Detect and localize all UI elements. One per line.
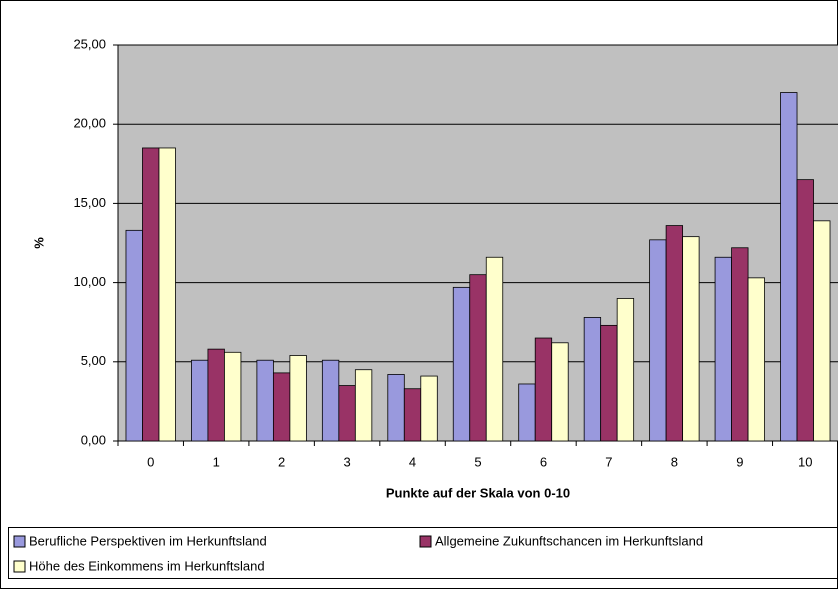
x-tick-label: 0 <box>147 454 154 469</box>
y-axis-title: % <box>31 237 46 249</box>
bar <box>403 388 422 442</box>
bar <box>420 375 438 442</box>
y-tick-label: 5,00 <box>81 353 106 368</box>
y-tick-label: 10,00 <box>73 274 106 289</box>
bar <box>207 348 225 442</box>
bar <box>665 225 684 442</box>
bar <box>600 324 618 442</box>
bar <box>649 239 667 442</box>
bar <box>616 298 635 442</box>
bar <box>321 359 340 442</box>
legend-swatch <box>419 535 432 548</box>
bar <box>747 277 765 442</box>
bar <box>780 92 798 442</box>
legend-label: Allgemeine Zukunftschancen im Herkunftsl… <box>435 533 703 548</box>
bar <box>338 385 356 442</box>
bar <box>796 179 814 442</box>
legend-label: Berufliche Perspektiven im Herkunftsland <box>29 533 267 548</box>
bar <box>158 147 176 442</box>
legend-label: Höhe des Einkommens im Herkunftsland <box>29 558 265 573</box>
bar <box>272 372 291 442</box>
y-tick-label: 15,00 <box>73 195 106 210</box>
bar <box>714 256 732 442</box>
bar <box>224 351 242 442</box>
bar <box>731 247 749 442</box>
x-tick-label: 4 <box>409 454 416 469</box>
legend-swatch <box>13 535 26 548</box>
x-tick-label: 9 <box>736 454 743 469</box>
bar <box>387 374 405 442</box>
bar <box>682 236 700 442</box>
x-tick-label: 8 <box>671 454 678 469</box>
x-tick-label: 1 <box>213 454 220 469</box>
bar <box>551 342 569 442</box>
bar <box>289 355 307 442</box>
x-tick-label: 6 <box>540 454 547 469</box>
bar <box>125 229 143 442</box>
bar <box>813 220 831 442</box>
bar <box>354 369 373 442</box>
y-tick-label: 25,00 <box>73 36 106 51</box>
legend-swatch <box>13 560 26 573</box>
bar <box>534 337 553 442</box>
bar <box>256 359 274 442</box>
y-tick-label: 20,00 <box>73 116 106 131</box>
bar <box>469 274 487 442</box>
bar <box>518 383 536 442</box>
x-tick-label: 3 <box>343 454 350 469</box>
bar <box>583 317 602 442</box>
bar <box>142 147 160 442</box>
x-tick-label: 7 <box>605 454 612 469</box>
x-tick-label: 2 <box>278 454 285 469</box>
bar <box>485 256 504 442</box>
y-tick-label: 0,00 <box>81 432 106 447</box>
bar <box>452 286 471 442</box>
x-axis-title: Punkte auf der Skala von 0-10 <box>386 485 570 500</box>
x-tick-label: 5 <box>474 454 481 469</box>
x-tick-label: 10 <box>798 454 812 469</box>
bar <box>191 359 209 442</box>
